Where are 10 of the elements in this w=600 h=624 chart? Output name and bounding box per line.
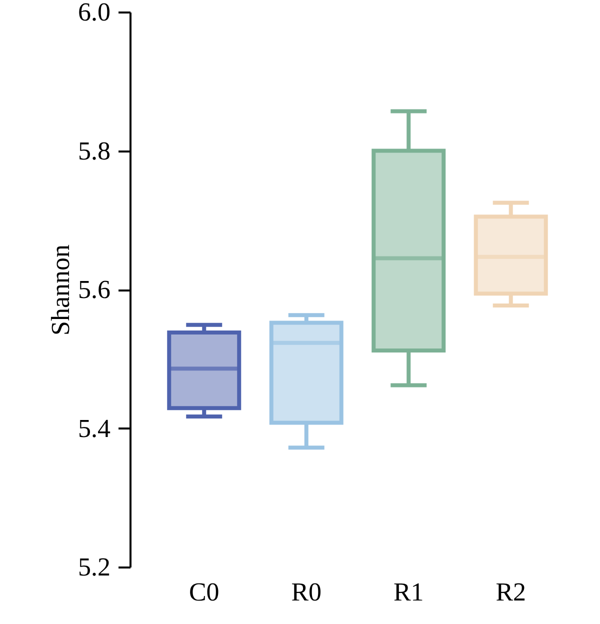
y-axis-title: Shannon [46, 244, 75, 336]
y-tick-label: 6.0 [78, 0, 110, 26]
y-tick-label: 5.4 [78, 414, 110, 443]
y-tick-label: 5.6 [78, 275, 110, 304]
x-tick-label: C0 [188, 578, 220, 606]
x-tick-label: R1 [393, 578, 424, 606]
x-tick-label: R0 [291, 578, 322, 606]
y-tick-label: 5.2 [78, 552, 110, 582]
x-tick-label: R2 [496, 578, 526, 606]
y-tick-label: 5.8 [78, 136, 110, 166]
